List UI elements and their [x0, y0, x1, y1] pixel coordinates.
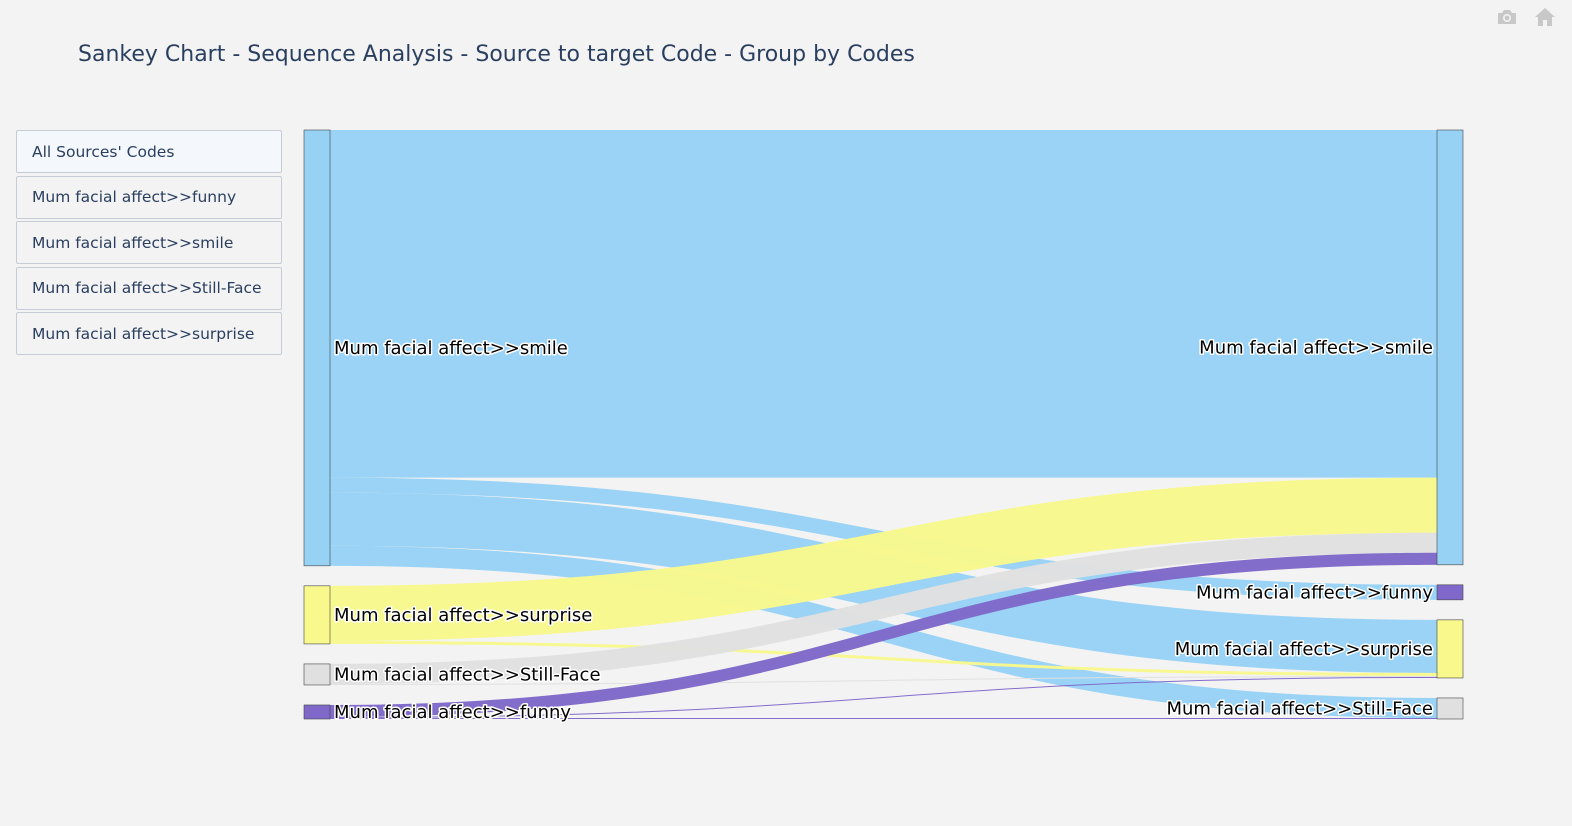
link-funny-to-surprise[interactable] [330, 676, 1437, 718]
home-icon[interactable] [1532, 6, 1558, 28]
source-label-surprise: Mum facial affect>>surprise [334, 605, 592, 626]
source-node-surprise[interactable] [303, 585, 331, 645]
source-node-still-face[interactable] [303, 663, 331, 686]
nodes-layer [303, 129, 1464, 720]
camera-icon[interactable] [1494, 6, 1520, 28]
link-still-face-to-smile[interactable] [330, 532, 1437, 684]
menu-item-still-face[interactable]: Mum facial affect>>Still-Face [16, 266, 282, 310]
link-funny-to-still-face[interactable] [330, 717, 1437, 719]
source-label-smile: Mum facial affect>>smile [334, 338, 568, 359]
chart-title: Sankey Chart - Sequence Analysis - Sourc… [78, 42, 915, 67]
source-filter-menu: All Sources' Codes Mum facial affect>>fu… [16, 130, 282, 358]
menu-item-all-sources[interactable]: All Sources' Codes [16, 130, 282, 173]
source-label-funny: Mum facial affect>>funny [334, 702, 571, 723]
menu-item-funny[interactable]: Mum facial affect>>funny [16, 175, 282, 219]
target-node-funny[interactable] [1436, 584, 1464, 601]
source-node-funny[interactable] [303, 704, 331, 720]
menu-item-surprise[interactable]: Mum facial affect>>surprise [16, 312, 282, 356]
link-still-face-to-surprise[interactable] [330, 675, 1437, 685]
modebar [1494, 6, 1558, 28]
links-layer [330, 130, 1437, 719]
source-label-still-face: Mum facial affect>>Still-Face [334, 664, 601, 685]
menu-item-smile[interactable]: Mum facial affect>>smile [16, 221, 282, 265]
link-funny-to-smile[interactable] [330, 552, 1437, 717]
link-smile-to-smile[interactable] [330, 130, 1437, 478]
target-node-smile[interactable] [1436, 129, 1464, 566]
target-node-still-face[interactable] [1436, 697, 1464, 720]
labels-layer: Mum facial affect>>smile Mum facial affec… [333, 336, 1435, 725]
target-node-surprise[interactable] [1436, 619, 1464, 679]
target-label-funny: Mum facial affect>>funny [1196, 582, 1433, 603]
target-label-still-face: Mum facial affect>>Still-Face [1166, 698, 1433, 719]
source-node-smile[interactable] [303, 129, 331, 567]
link-surprise-to-surprise[interactable] [330, 640, 1437, 676]
target-label-surprise: Mum facial affect>>surprise [1175, 639, 1433, 660]
target-label-smile: Mum facial affect>>smile [1199, 337, 1433, 358]
link-surprise-to-smile[interactable] [330, 477, 1437, 641]
